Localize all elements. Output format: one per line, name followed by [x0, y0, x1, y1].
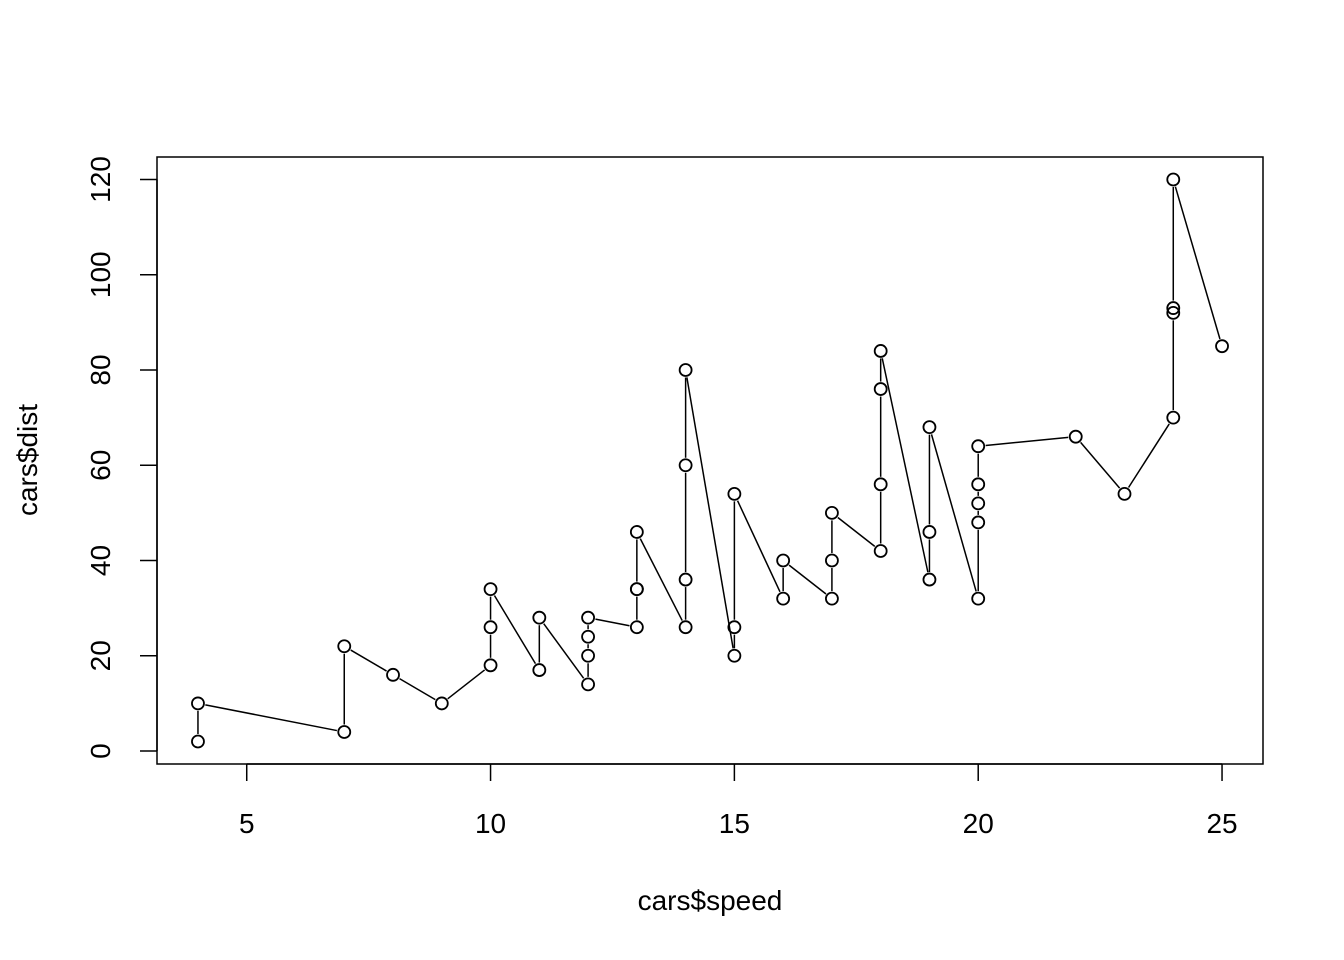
data-point	[629, 582, 644, 597]
data-point	[922, 420, 937, 435]
data-point	[337, 639, 352, 654]
data-point	[1166, 410, 1181, 425]
series-line-segment	[1080, 441, 1121, 489]
data-point	[581, 629, 595, 644]
data-point	[386, 667, 400, 682]
data-point	[825, 591, 839, 606]
data-point	[971, 496, 986, 511]
data-point	[678, 458, 693, 473]
series-line-segment	[881, 358, 929, 573]
y-tick-label-100: 100	[85, 251, 116, 298]
series-line-segment	[205, 704, 338, 732]
series-line-segment	[985, 436, 1069, 447]
x-axis-label: cars$speed	[638, 885, 783, 916]
data-point	[727, 486, 742, 501]
data-point	[971, 591, 986, 606]
data-point	[581, 610, 595, 625]
data-point	[971, 515, 986, 530]
series-line-segment	[1174, 186, 1221, 340]
data-point	[678, 363, 693, 377]
series-line-segment	[930, 434, 977, 592]
series-line-segment	[595, 618, 630, 627]
series-line-segment	[639, 538, 683, 621]
data-point	[727, 648, 742, 663]
x-axis: 5 10 15 20 25	[239, 763, 1238, 839]
data-point	[922, 572, 937, 587]
data-point	[532, 663, 547, 677]
data-point	[971, 439, 986, 454]
series-line-segment	[543, 623, 585, 679]
data-point	[873, 477, 888, 492]
series-line-segment	[350, 649, 387, 672]
data-point	[532, 610, 547, 625]
data-point	[1117, 486, 1132, 501]
series-line-segment	[837, 516, 876, 547]
data-point	[483, 582, 498, 597]
x-tick-label-20: 20	[963, 808, 994, 839]
series-line-group	[197, 186, 1221, 735]
series-line-segment	[447, 669, 486, 700]
data-points-group	[191, 172, 1229, 749]
data-point	[727, 620, 742, 635]
y-tick-label-40: 40	[85, 545, 116, 576]
data-point	[1166, 172, 1181, 187]
data-point	[1215, 339, 1229, 354]
data-point	[629, 620, 644, 635]
plot-frame	[156, 156, 1264, 765]
y-tick-label-60: 60	[85, 450, 116, 481]
x-tick-label-25: 25	[1206, 808, 1237, 839]
data-point	[873, 544, 888, 558]
x-tick-label-10: 10	[475, 808, 506, 839]
data-point	[1166, 301, 1181, 315]
y-tick-label-80: 80	[85, 354, 116, 385]
series-line-segment	[788, 564, 827, 595]
y-tick-label-20: 20	[85, 640, 116, 671]
y-axis: 0 20 40 60 80 100 120	[85, 156, 158, 759]
data-point	[581, 648, 595, 663]
data-point	[1166, 305, 1181, 320]
x-tick-label-5: 5	[239, 808, 255, 839]
series-line-segment	[493, 595, 537, 665]
data-point	[191, 734, 205, 749]
data-point	[191, 696, 205, 711]
data-point	[629, 525, 644, 539]
x-tick-label-15: 15	[719, 808, 750, 839]
data-point	[434, 696, 449, 711]
series-line-segment	[686, 377, 734, 649]
data-point	[776, 553, 791, 568]
data-point	[581, 677, 595, 692]
series-line-segment	[736, 500, 781, 593]
data-point	[483, 620, 498, 635]
series-line-segment	[399, 677, 436, 701]
data-point	[922, 525, 937, 539]
series-line-segment	[1127, 423, 1170, 488]
data-point	[678, 620, 693, 635]
data-point	[337, 725, 352, 739]
y-axis-label: cars$dist	[12, 404, 43, 516]
data-point	[1068, 429, 1083, 444]
data-point	[483, 658, 498, 673]
y-tick-label-120: 120	[85, 156, 116, 203]
data-point	[678, 572, 693, 587]
data-point	[825, 553, 839, 568]
y-tick-label-0: 0	[85, 743, 116, 759]
data-point	[825, 505, 839, 520]
data-point	[971, 477, 986, 492]
data-point	[873, 344, 888, 358]
data-point	[873, 382, 888, 396]
data-point	[776, 591, 791, 606]
